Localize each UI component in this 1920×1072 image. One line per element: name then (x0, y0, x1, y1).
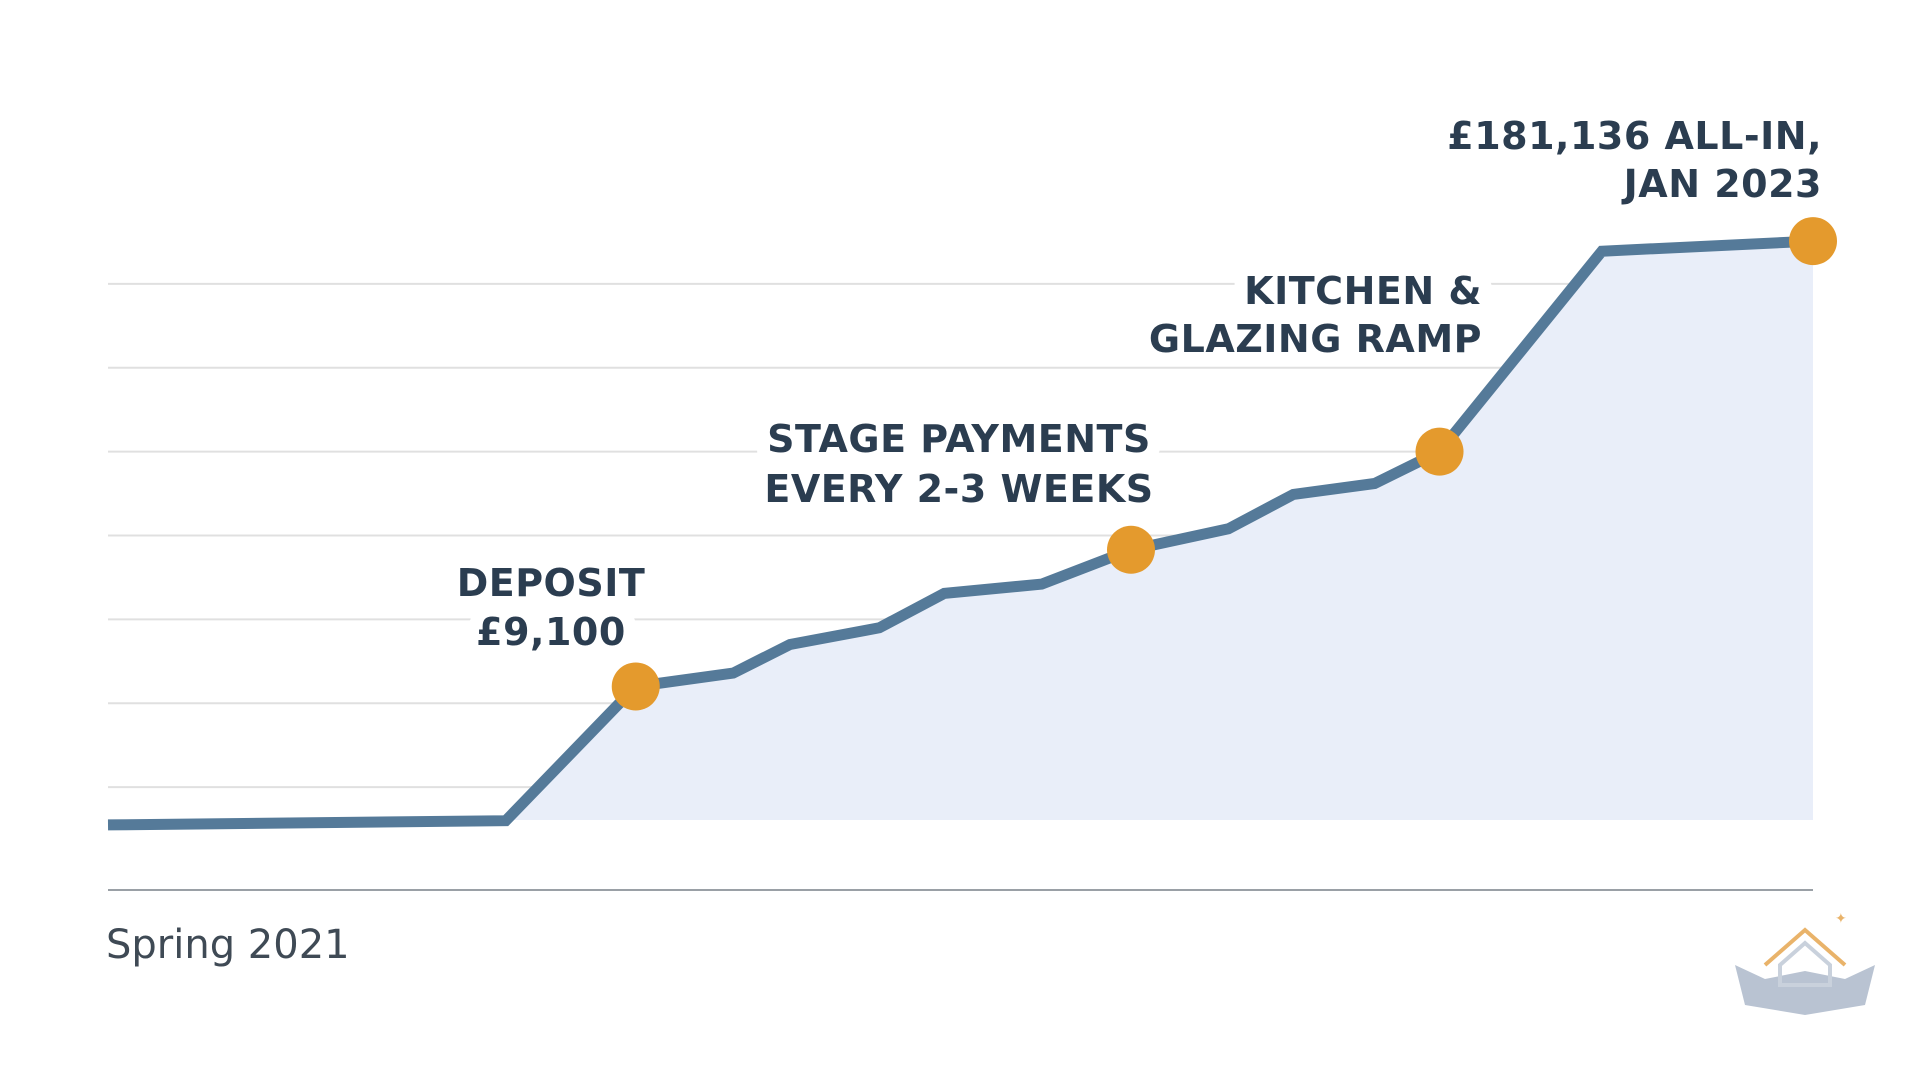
annotation-text: GLAZING RAMP (1149, 317, 1482, 361)
marker (1107, 525, 1155, 574)
line (107, 235, 1814, 831)
marker (611, 662, 660, 711)
annotation-text: STAGE PAYMENTS (767, 417, 1151, 461)
annotation-text: JAN 2023 (1621, 162, 1822, 206)
annotation-text: £9,100 (476, 610, 626, 654)
area (108, 241, 1813, 825)
logo-star: ✦ (1835, 911, 1847, 927)
annotation-text: KITCHEN & (1244, 269, 1482, 313)
plot (107, 217, 1837, 831)
annotation-text: £181,136 ALL-IN, (1447, 114, 1822, 158)
x-axis-label: Spring 2021 (106, 922, 350, 968)
logo-book (1735, 965, 1875, 1015)
logo-house (1778, 940, 1832, 987)
annotation-text: DEPOSIT (457, 561, 646, 605)
logo: ✦ (1735, 911, 1875, 1015)
logo-roof (1763, 927, 1847, 967)
marker (1415, 427, 1464, 476)
annotation-text: EVERY 2-3 WEEKS (764, 467, 1153, 511)
marker (1789, 217, 1837, 266)
